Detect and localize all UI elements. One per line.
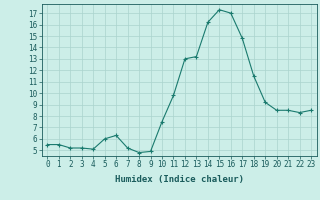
X-axis label: Humidex (Indice chaleur): Humidex (Indice chaleur) [115,175,244,184]
